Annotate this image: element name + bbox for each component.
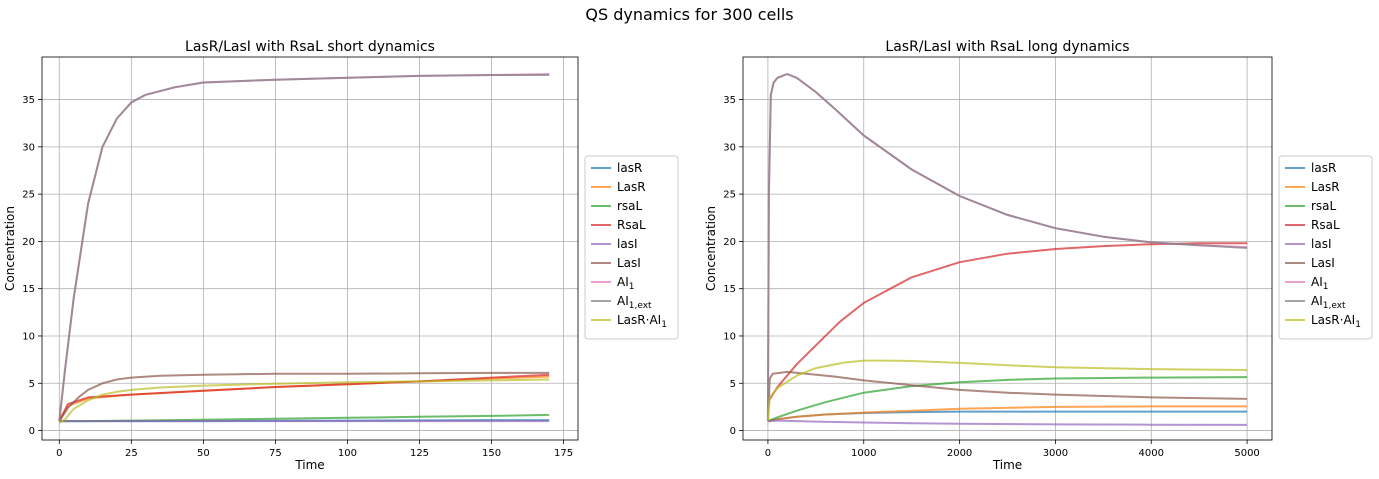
x-tick-label: 2000 xyxy=(947,448,972,459)
series-line-LasI xyxy=(58,371,550,422)
x-tick-label: 125 xyxy=(410,448,429,459)
series-line-LasR-AI-1 xyxy=(58,378,550,424)
legend-label: lasR xyxy=(617,161,642,175)
x-axis-label: Time xyxy=(294,458,324,472)
legend-label: lasI xyxy=(1311,237,1331,251)
series-line-RsaL xyxy=(58,373,550,422)
plot-frame xyxy=(742,56,1273,441)
legend-label: rsaL xyxy=(1311,199,1337,213)
legend-entry: LasR xyxy=(591,180,646,194)
y-tick-label: 10 xyxy=(22,331,35,342)
x-tick-label: 5000 xyxy=(1234,448,1259,459)
y-tick-label: 10 xyxy=(723,331,736,342)
y-tick-label: 15 xyxy=(22,284,35,295)
legend-entry: AI1,ext xyxy=(1285,294,1346,311)
x-tick-label: 25 xyxy=(125,448,138,459)
x-tick-label: 1000 xyxy=(851,448,876,459)
series-line-LasR xyxy=(767,405,1248,423)
y-tick-label: 20 xyxy=(22,237,35,248)
y-tick-label: 25 xyxy=(22,190,35,201)
y-tick-label: 35 xyxy=(723,95,736,106)
x-tick-label: 50 xyxy=(197,448,210,459)
legend-box xyxy=(584,155,679,340)
y-tick-label: 30 xyxy=(723,142,736,153)
legend-entry: LasR xyxy=(1285,180,1340,194)
series-line-LasR-AI-1 xyxy=(766,359,1248,422)
y-tick-label: 5 xyxy=(29,379,35,390)
legend-label: LasR·AI1 xyxy=(617,313,667,330)
series-line-LasI xyxy=(766,370,1248,422)
x-tick-label: 150 xyxy=(482,448,501,459)
legend-entry: AI1 xyxy=(1285,275,1328,292)
y-tick-label: 0 xyxy=(730,426,736,437)
legend-entry: LasR·AI1 xyxy=(591,313,667,330)
legend-label: AI1 xyxy=(1311,275,1328,292)
x-tick-label: 75 xyxy=(269,448,282,459)
y-tick-label: 30 xyxy=(22,142,35,153)
legend-entry: lasR xyxy=(1285,161,1336,175)
legend-label: LasR·AI1 xyxy=(1311,313,1361,330)
legend-label: AI1 xyxy=(617,275,634,292)
x-tick-label: 175 xyxy=(554,448,573,459)
y-tick-label: 35 xyxy=(22,95,35,106)
legend-label: rsaL xyxy=(617,199,643,213)
legend-entry: AI1,ext xyxy=(591,294,652,311)
y-tick-label: 5 xyxy=(730,379,736,390)
legend-entry: AI1 xyxy=(591,275,634,292)
legend-label: lasR xyxy=(1311,161,1336,175)
legend-entry: lasI xyxy=(591,237,637,251)
legend-entry: lasI xyxy=(1285,237,1331,251)
series-line-AI-1 xyxy=(58,73,550,422)
chart-title: LasR/LasI with RsaL long dynamics xyxy=(885,39,1129,55)
legend-entry: LasR·AI1 xyxy=(1285,313,1361,330)
legend-entry: rsaL xyxy=(1285,199,1337,213)
y-tick-label: 15 xyxy=(723,284,736,295)
chart-panel-1: 0 25 50 75 100 125 150 175 0 5 10 15 20 25 30 35 LasR/La… xyxy=(3,39,679,472)
y-tick-label: 20 xyxy=(723,237,736,248)
plot-frame xyxy=(41,56,579,441)
legend-label: RsaL xyxy=(617,218,646,232)
legend-entry: RsaL xyxy=(591,218,646,232)
x-tick-label: 3000 xyxy=(1043,448,1068,459)
legend-label: LasR xyxy=(617,180,646,194)
x-axis-label: Time xyxy=(992,458,1022,472)
legend-label: RsaL xyxy=(1311,218,1340,232)
legend-label: LasI xyxy=(617,256,641,270)
legend-entry: LasI xyxy=(591,256,641,270)
legend: lasR LasR rsaL RsaL lasI LasI AI1 AI1,ext LasR·A… xyxy=(584,155,679,340)
legend-box xyxy=(1278,155,1373,340)
chart-title: LasR/LasI with RsaL short dynamics xyxy=(185,39,435,55)
legend-entry: RsaL xyxy=(1285,218,1340,232)
chart-panel-2: 0 1000 2000 3000 4000 5000 0 5 10 15 20 25 30 35 LasR/… xyxy=(704,39,1373,472)
series-line-lasI xyxy=(767,419,1248,426)
x-tick-label: 0 xyxy=(765,448,771,459)
legend: lasR LasR rsaL RsaL lasI LasI AI1 AI1,ext LasR·A… xyxy=(1278,155,1373,340)
legend-label: LasI xyxy=(1311,256,1335,270)
legend-entry: LasI xyxy=(1285,256,1335,270)
y-axis-label: Concentration xyxy=(704,206,718,291)
series-line-RsaL xyxy=(767,242,1248,403)
x-tick-label: 4000 xyxy=(1139,448,1164,459)
y-tick-label: 25 xyxy=(723,190,736,201)
legend-label: AI1,ext xyxy=(1311,294,1346,311)
legend-label: LasR xyxy=(1311,180,1340,194)
x-tick-label: 100 xyxy=(338,448,357,459)
series-line-AI-1-ext xyxy=(58,74,550,422)
y-axis-label: Concentration xyxy=(3,206,17,291)
legend-label: lasI xyxy=(617,237,637,251)
y-tick-label: 0 xyxy=(29,426,35,437)
legend-entry: lasR xyxy=(591,161,642,175)
x-tick-label: 0 xyxy=(56,448,62,459)
series-line-AI-1-ext xyxy=(766,73,1248,422)
figure-suptitle: QS dynamics for 300 cells xyxy=(585,5,794,24)
legend-label: AI1,ext xyxy=(617,294,652,311)
legend-entry: rsaL xyxy=(591,199,643,213)
